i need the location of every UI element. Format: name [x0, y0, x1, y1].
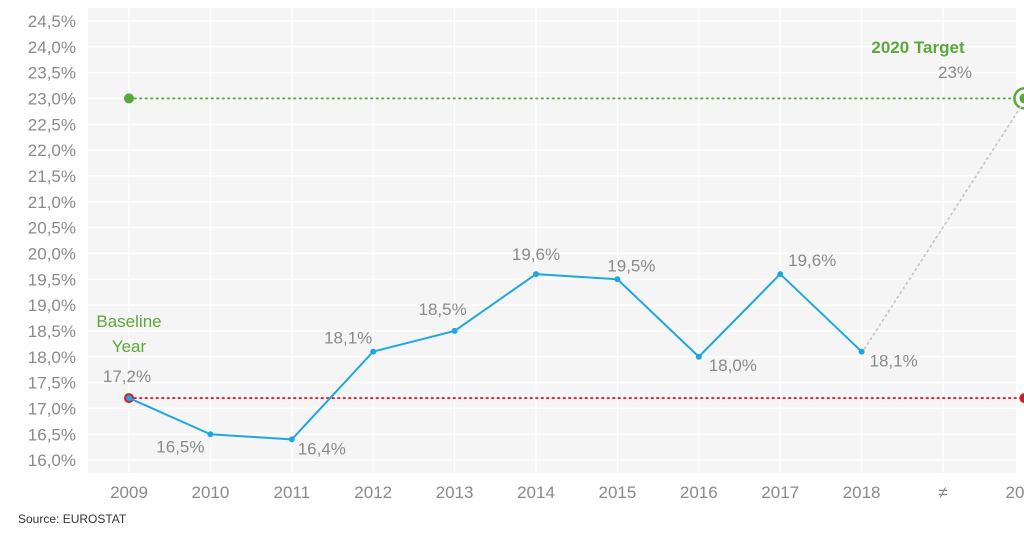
y-tick-label: 19,0% — [28, 296, 76, 315]
data-label: 19,6% — [788, 251, 836, 270]
x-tick-label: 2020 — [1005, 483, 1024, 502]
y-tick-label: 22,5% — [28, 115, 76, 134]
data-point — [533, 271, 539, 278]
x-tick-label: 2010 — [191, 483, 229, 502]
data-point — [126, 395, 132, 402]
y-tick-label: 20,5% — [28, 219, 76, 238]
data-point — [858, 348, 865, 355]
data-label: 17,2% — [103, 367, 151, 386]
x-tick-label: 2016 — [680, 483, 718, 502]
y-tick-label: 24,5% — [28, 12, 76, 31]
data-label: 16,4% — [298, 439, 346, 458]
target-dot-marker — [1019, 93, 1024, 104]
data-label: 18,1% — [869, 352, 917, 371]
y-tick-label: 21,5% — [28, 167, 76, 186]
projection-line — [863, 106, 1022, 350]
reference-start-marker — [124, 93, 134, 104]
baseline-label-line2: Year — [112, 337, 147, 356]
x-tick-label: 2015 — [598, 483, 636, 502]
x-tick-label: 2013 — [436, 483, 474, 502]
data-point — [695, 353, 702, 360]
data-point — [777, 271, 784, 278]
line-chart: 16,0% 16,5% 17,0% 17,5% 18,0% 18,5% 19,0% 19,5%… — [27, 8, 1024, 502]
y-tick-label: 17,0% — [28, 399, 76, 418]
x-tick-label: 2011 — [274, 483, 311, 502]
data-point — [207, 431, 214, 438]
x-tick-label: 2018 — [843, 483, 881, 502]
y-tick-label: 22,0% — [28, 141, 76, 160]
y-tick-label: 20,0% — [28, 244, 76, 263]
y-tick-label: 19,5% — [28, 270, 76, 289]
y-tick-label: 24,0% — [28, 38, 76, 57]
y-tick-label: 21,0% — [28, 193, 76, 212]
x-tick-label: 2017 — [761, 483, 799, 502]
source-note: Source: EUROSTAT — [18, 512, 127, 526]
target-value-label: 23% — [938, 63, 972, 82]
baseline-label-line1: Baseline — [96, 312, 161, 331]
x-tick-label: 2012 — [354, 483, 392, 502]
y-tick-label: 23,0% — [28, 89, 76, 108]
target-title: 2020 Target — [871, 38, 965, 57]
series-line — [128, 273, 863, 441]
y-tick-label: 16,0% — [28, 451, 76, 470]
y-tick-label: 16,5% — [28, 425, 76, 444]
reference-end-marker — [1019, 393, 1024, 404]
x-tick-label: ≠ — [938, 483, 947, 502]
data-point — [370, 348, 377, 355]
y-tick-label: 17,5% — [28, 374, 76, 393]
plot-background — [88, 8, 1016, 473]
x-tick-label: 2014 — [517, 483, 555, 502]
target-ring-marker — [1013, 87, 1024, 110]
data-point — [288, 436, 295, 443]
y-tick-label: 23,5% — [28, 64, 76, 83]
data-point — [451, 327, 458, 334]
y-tick-label: 18,0% — [28, 348, 76, 367]
data-label: 19,6% — [512, 245, 560, 264]
data-label: 18,1% — [324, 329, 372, 348]
data-point — [614, 276, 621, 283]
data-label: 18,5% — [418, 300, 466, 319]
x-tick-label: 2009 — [110, 483, 148, 502]
y-tick-label: 18,5% — [28, 322, 76, 341]
data-label: 18,0% — [709, 356, 757, 375]
data-label: 19,5% — [607, 256, 655, 275]
data-label: 16,5% — [156, 437, 204, 456]
